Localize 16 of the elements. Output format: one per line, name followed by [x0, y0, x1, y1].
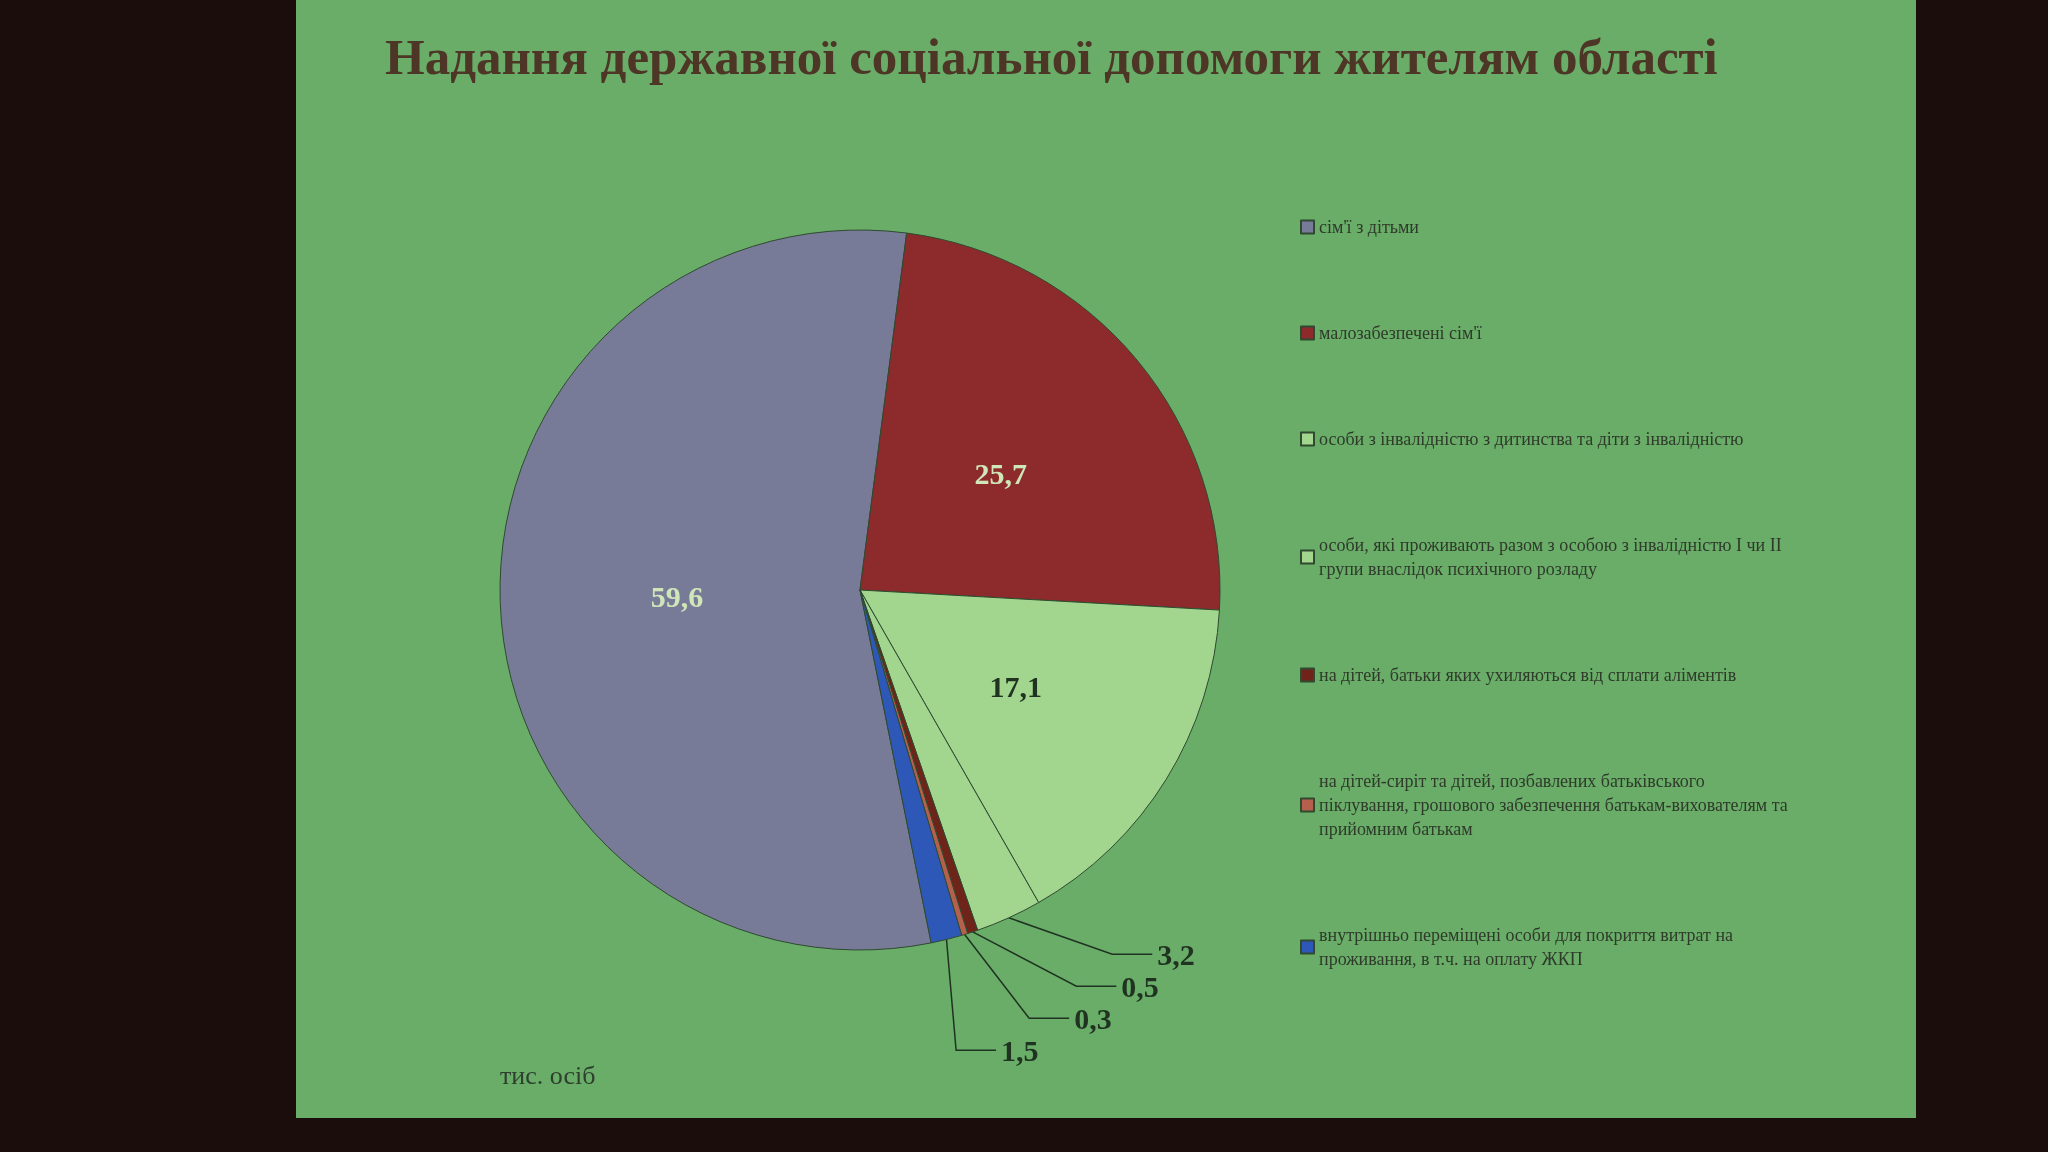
legend-label: на дітей-сиріт та дітей, позбавлених батьківського піклування, грошового забезпечення батькам-вихователям та прийомним батькам — [1319, 771, 1788, 839]
data-label: 0,5 — [1121, 969, 1159, 1003]
data-label: 25,7 — [974, 456, 1028, 490]
chart-title: Надання державної соціальної допомоги жителям області — [385, 28, 1718, 85]
legend-label: внутрішньо переміщені особи для покриття витрат на проживання, в т.ч. на оплату ЖКП — [1319, 925, 1734, 969]
text: тис. осіб — [500, 1060, 596, 1090]
data-label: 3,2 — [1157, 937, 1195, 971]
legend-label: особи з інвалідністю з дитинства та діти з інвалідністю — [1319, 429, 1744, 449]
legend-label: сім'ї з дітьми — [1319, 217, 1420, 237]
legend-label: малозабезпечені сім'ї — [1319, 323, 1482, 343]
data-label: 0,3 — [1074, 1001, 1112, 1035]
legend-label: на дітей, батьки яких ухиляються від сплати аліментів — [1319, 665, 1737, 685]
data-label: 59,6 — [650, 579, 704, 613]
legend-label: особи, які проживають разом з особою з інвалідністю I чи II групи внаслідок психічного розладу — [1319, 535, 1782, 579]
data-label: 1,5 — [1001, 1033, 1039, 1067]
data-label: 17,1 — [989, 669, 1042, 703]
